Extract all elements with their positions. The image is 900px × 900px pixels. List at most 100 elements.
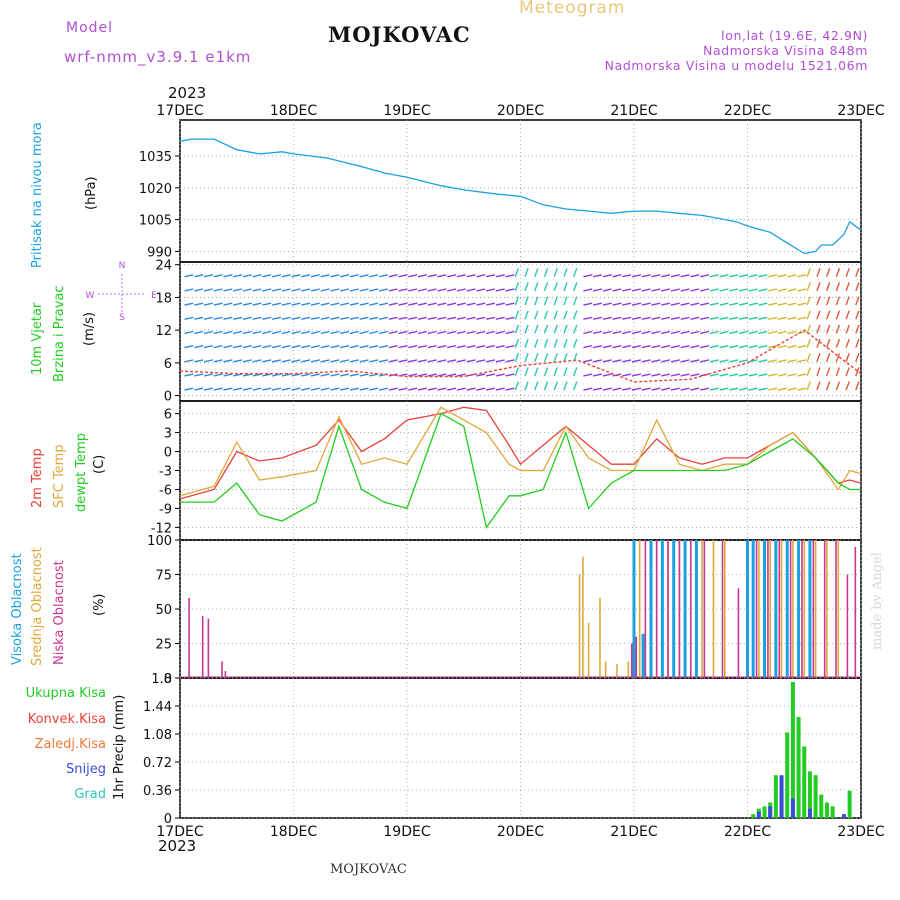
wind-barb [738,373,749,377]
wind-barb [330,274,340,278]
wind-barb [262,373,272,377]
wind-barb [213,387,223,391]
wind-barb [184,359,194,363]
compass-e: E [151,291,157,301]
wind-barb [447,387,457,391]
wind-barb [359,359,369,363]
wind-barb [573,338,578,348]
precip-bar [796,716,801,818]
precip-bar [773,775,778,818]
wind-barb [349,345,359,349]
wind-barb [359,387,369,391]
wind-barb [310,330,320,335]
wind-barb [592,373,603,377]
wind-barb [291,316,301,320]
wind-barb [252,288,262,292]
wind-barb [709,316,719,320]
wind-barb [777,330,787,335]
y-tick-label: 0 [164,390,172,405]
wind-barb [388,302,398,306]
wind-barb [456,316,466,320]
wind-barb [592,274,603,278]
wind-barb [398,359,408,363]
wind-barb [242,274,252,278]
wind-barb [690,274,700,278]
wind-barb [398,316,408,320]
wind-barb [291,387,301,391]
wind-barb [651,345,661,349]
wind-barb [242,373,252,377]
wind-barb [631,302,642,306]
wind-barb [709,302,719,306]
wind-barb [184,330,194,335]
wind-barb [408,387,418,391]
wind-barb [777,359,787,363]
wind-barb [758,373,768,377]
wind-barb [631,330,642,335]
wind-barb [690,387,700,391]
wind-barb [242,330,252,335]
wind-barb [690,288,700,292]
wind-barb [427,359,437,363]
precip-bar [830,806,835,818]
pressure-line [179,138,862,255]
wind-barb [602,274,612,278]
wind-barb [213,359,223,363]
wind-barb [534,367,539,377]
precip-bar [762,806,767,818]
wind-barb [777,316,787,320]
wind-barb [495,330,505,335]
wind-barb [758,345,768,349]
wind-barb [690,302,700,306]
wind-barb [398,387,408,391]
wind-barb [534,324,539,334]
wind-barb [485,359,496,363]
wind-barb [825,338,831,348]
wind-barb [262,316,272,320]
wind-barb [855,338,860,348]
wind-barb [612,330,622,335]
wind-barb [495,288,505,292]
wind-barb [592,359,603,363]
wind-barb [543,324,549,334]
wind-barb [233,359,243,363]
wind-barb [543,381,549,391]
wind-barb [233,274,243,278]
wind-barb [359,302,369,306]
wind-barb [641,316,651,320]
wind-barb [748,274,758,278]
wind-barb [514,353,520,362]
wind-barb [262,330,272,335]
wind-barb [855,268,860,277]
wind-barb [777,274,787,278]
wind-barb [417,302,427,306]
compass-w: W [86,291,95,301]
wind-barb [242,288,252,292]
y-tick-label: 0 [164,672,172,687]
wind-barb [320,302,330,306]
wind-barb [592,387,603,391]
wind-barb [514,381,520,391]
wind-barb [612,274,622,278]
wind-barb [758,316,768,320]
wind-barb [437,302,447,306]
wind-barb [408,302,418,306]
wind-barb [709,288,719,292]
wind-barb [680,387,690,391]
wind-barb [349,302,359,306]
y-tick-label: 6 [164,408,172,423]
wind-barb [592,330,603,335]
y-tick-label: 1.8 [151,672,172,687]
wind-barb [359,274,369,278]
precip-bar [768,806,773,818]
wind-barb [700,359,710,363]
wind-barb [524,310,529,320]
wind-barb [340,288,350,292]
wind-barb [534,338,539,348]
wind-barb [709,373,719,377]
wind-barb [437,387,447,391]
wind-barb [583,387,593,391]
wind-barb [310,288,320,292]
wind-barb [184,387,194,391]
wind-barb [563,381,568,391]
